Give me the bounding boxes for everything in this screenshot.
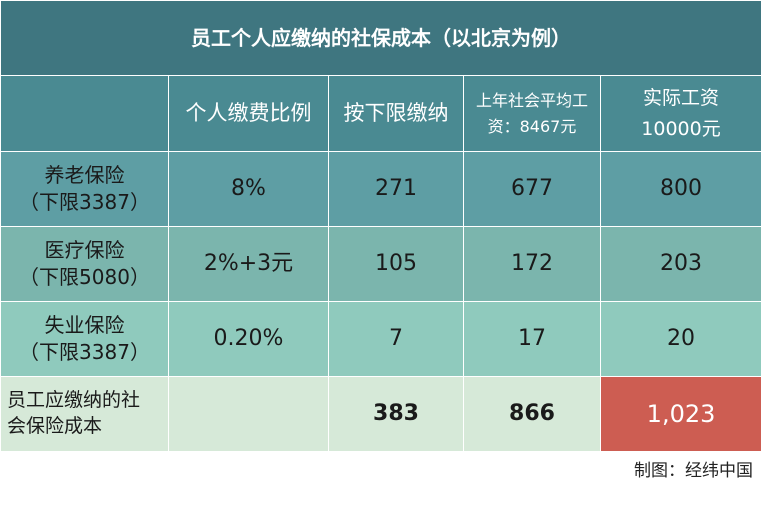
row-label-line2: （下限3387） xyxy=(19,340,150,364)
cell-actual: 800 xyxy=(599,151,761,227)
table-title: 员工个人应缴纳的社保成本（以北京为例） xyxy=(0,0,761,76)
table-row: 医疗保险 （下限5080） 2%+3元 105 172 203 xyxy=(0,226,761,302)
table-row: 失业保险 （下限3387） 0.20% 7 17 20 xyxy=(0,301,761,377)
row-label-line2: （下限3387） xyxy=(19,190,150,214)
cell-rate: 8% xyxy=(168,151,329,227)
header-avg-line1: 上年社会平均工 xyxy=(475,90,588,110)
total-avg: 866 xyxy=(463,376,601,452)
cell-avg: 17 xyxy=(463,301,601,377)
header-rate: 个人缴费比例 xyxy=(168,75,329,152)
header-avg-wage: 上年社会平均工 资：8467元 xyxy=(463,75,601,152)
header-avg-line2: 资：8467元 xyxy=(487,116,577,136)
cell-min: 105 xyxy=(328,226,464,302)
source-credit: 制图：经纬中国 xyxy=(634,461,753,481)
header-row: 个人缴费比例 按下限缴纳 上年社会平均工 资：8467元 实际工资 10000元 xyxy=(0,75,761,152)
total-min: 383 xyxy=(328,376,464,452)
header-min: 按下限缴纳 xyxy=(328,75,464,152)
cell-rate: 0.20% xyxy=(168,301,329,377)
cell-actual: 20 xyxy=(599,301,761,377)
header-empty-cell xyxy=(0,75,169,152)
header-actual-line2: 10000元 xyxy=(641,117,721,140)
row-label-line1: 失业保险 xyxy=(44,313,125,337)
row-label: 养老保险 （下限3387） xyxy=(0,151,169,227)
cell-min: 7 xyxy=(328,301,464,377)
header-actual-line1: 实际工资 xyxy=(643,87,720,110)
cell-avg: 677 xyxy=(463,151,601,227)
total-row: 员工应缴纳的社 会保险成本 383 866 1,023 xyxy=(0,376,761,452)
row-label-line1: 医疗保险 xyxy=(44,238,125,262)
total-label-line1: 员工应缴纳的社 xyxy=(7,389,141,412)
cell-min: 271 xyxy=(328,151,464,227)
row-label: 失业保险 （下限3387） xyxy=(0,301,169,377)
social-insurance-table: 员工个人应缴纳的社保成本（以北京为例） 个人缴费比例 按下限缴纳 上年社会平均工… xyxy=(0,0,761,452)
header-actual-wage: 实际工资 10000元 xyxy=(599,75,761,152)
total-actual-highlight: 1,023 xyxy=(599,376,761,452)
total-label: 员工应缴纳的社 会保险成本 xyxy=(0,376,169,452)
cell-rate: 2%+3元 xyxy=(168,226,329,302)
total-rate xyxy=(168,376,329,452)
total-label-line2: 会保险成本 xyxy=(7,415,103,437)
row-label-line2: （下限5080） xyxy=(19,265,150,289)
table-row: 养老保险 （下限3387） 8% 271 677 800 xyxy=(0,151,761,227)
row-label-line1: 养老保险 xyxy=(44,163,125,187)
cell-avg: 172 xyxy=(463,226,601,302)
cell-actual: 203 xyxy=(599,226,761,302)
row-label: 医疗保险 （下限5080） xyxy=(0,226,169,302)
